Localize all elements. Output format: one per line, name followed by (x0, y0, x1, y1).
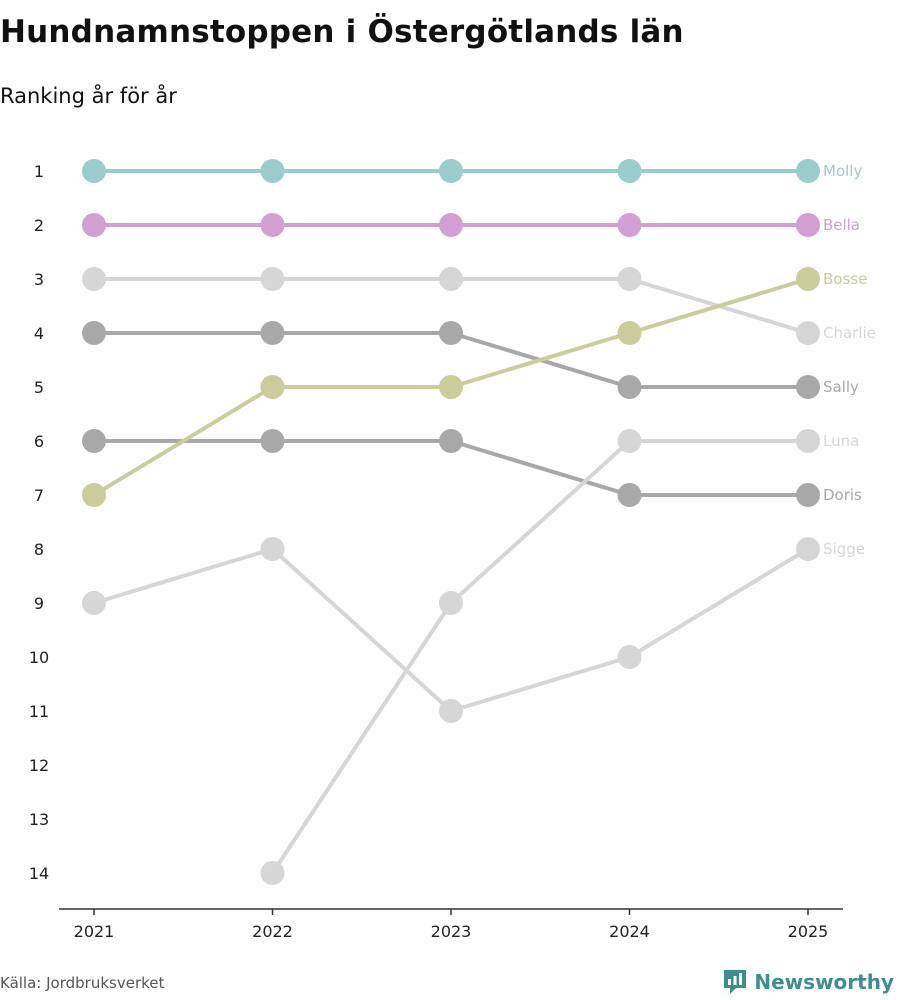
data-point-charlie (439, 267, 463, 291)
y-tick-label: 9 (34, 594, 44, 613)
series-label-molly: Molly (823, 162, 862, 180)
chart-title: Hundnamnstoppen i Östergötlands län (0, 14, 684, 50)
data-point-sally (260, 321, 285, 345)
y-tick-label: 14 (29, 864, 49, 883)
data-point-bella (796, 213, 820, 237)
x-tick-label: 2025 (788, 922, 829, 941)
data-point-luna (260, 861, 285, 885)
data-point-molly (260, 159, 285, 183)
y-tick-label: 10 (29, 648, 49, 667)
y-tick-label: 1 (34, 162, 44, 181)
data-point-sigge (260, 537, 285, 561)
data-point-molly (82, 159, 106, 183)
data-point-luna (439, 591, 463, 615)
series-label-charlie: Charlie (823, 324, 876, 342)
data-point-molly (617, 159, 642, 183)
data-point-sigge (439, 699, 463, 723)
y-tick-label: 3 (34, 270, 44, 289)
x-tick-label: 2022 (252, 922, 293, 941)
data-point-bosse (439, 375, 463, 399)
x-tick-label: 2024 (609, 922, 650, 941)
y-tick-label: 13 (29, 810, 49, 829)
data-point-sigge (617, 645, 642, 669)
y-tick-label: 12 (29, 756, 49, 775)
y-tick-label: 8 (34, 540, 44, 559)
series-line-sigge (92, 547, 810, 713)
data-point-doris (260, 429, 285, 453)
series-label-sally: Sally (823, 378, 859, 396)
series-label-doris: Doris (823, 486, 862, 504)
y-tick-label: 2 (34, 216, 44, 235)
data-point-doris (796, 483, 820, 507)
newsworthy-logo-icon (724, 970, 747, 994)
data-point-sally (82, 321, 106, 345)
data-point-charlie (260, 267, 285, 291)
data-point-doris (82, 429, 106, 453)
y-tick-label: 11 (29, 702, 49, 721)
data-point-molly (439, 159, 463, 183)
y-tick-label: 6 (34, 432, 44, 451)
data-point-sally (796, 375, 820, 399)
series-line-luna (270, 439, 810, 875)
brand-name: Newsworthy (754, 970, 894, 994)
data-point-bella (617, 213, 642, 237)
x-tick-label: 2023 (431, 922, 472, 941)
data-point-charlie (796, 321, 820, 345)
data-point-bella (260, 213, 285, 237)
data-point-molly (796, 159, 820, 183)
data-point-bosse (617, 321, 642, 345)
data-point-bosse (796, 267, 820, 291)
series-label-luna: Luna (823, 432, 859, 450)
data-point-bella (82, 213, 106, 237)
data-point-charlie (82, 267, 106, 291)
y-tick-label: 4 (34, 324, 44, 343)
x-tick-label: 2021 (74, 922, 115, 941)
data-point-charlie (617, 267, 642, 291)
y-tick-label: 7 (34, 486, 44, 505)
brand-logo: Newsworthy (722, 968, 894, 996)
y-tick-label: 5 (34, 378, 44, 397)
series-label-bosse: Bosse (823, 270, 867, 288)
data-point-doris (617, 483, 642, 507)
chart-subtitle: Ranking år för år (0, 84, 177, 108)
series-label-bella: Bella (823, 216, 860, 234)
data-point-sigge (82, 591, 106, 615)
series-label-sigge: Sigge (823, 540, 865, 558)
data-point-bosse (82, 483, 106, 507)
data-point-doris (439, 429, 463, 453)
data-point-sally (439, 321, 463, 345)
data-point-luna (617, 429, 642, 453)
data-point-sally (617, 375, 642, 399)
data-point-sigge (796, 537, 820, 561)
data-point-luna (796, 429, 820, 453)
data-point-bella (439, 213, 463, 237)
data-point-bosse (260, 375, 285, 399)
source-text: Källa: Jordbruksverket (0, 974, 165, 992)
